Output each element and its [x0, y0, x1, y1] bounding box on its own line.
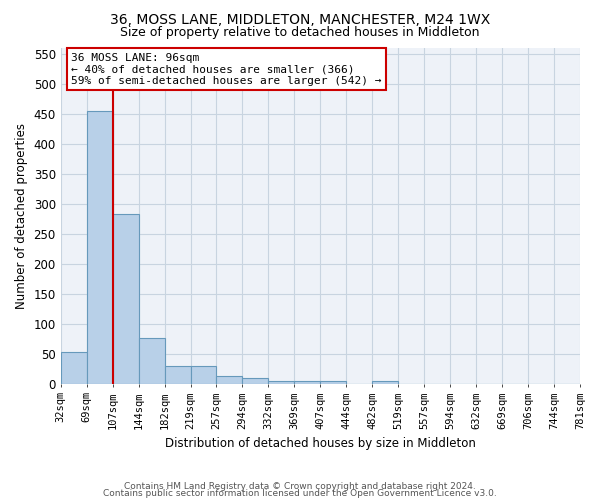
- Text: Contains HM Land Registry data © Crown copyright and database right 2024.: Contains HM Land Registry data © Crown c…: [124, 482, 476, 491]
- X-axis label: Distribution of detached houses by size in Middleton: Distribution of detached houses by size …: [165, 437, 476, 450]
- Bar: [372, 380, 398, 384]
- Text: 36 MOSS LANE: 96sqm
← 40% of detached houses are smaller (366)
59% of semi-detac: 36 MOSS LANE: 96sqm ← 40% of detached ho…: [71, 52, 382, 86]
- Bar: [139, 338, 164, 384]
- Y-axis label: Number of detached properties: Number of detached properties: [15, 122, 28, 308]
- Bar: [164, 366, 191, 384]
- Text: Contains public sector information licensed under the Open Government Licence v3: Contains public sector information licen…: [103, 489, 497, 498]
- Bar: [242, 378, 268, 384]
- Bar: [61, 352, 86, 384]
- Bar: [86, 110, 113, 384]
- Bar: [113, 214, 139, 384]
- Bar: [217, 376, 242, 384]
- Text: Size of property relative to detached houses in Middleton: Size of property relative to detached ho…: [120, 26, 480, 39]
- Bar: [268, 380, 295, 384]
- Bar: [320, 380, 346, 384]
- Bar: [295, 380, 320, 384]
- Text: 36, MOSS LANE, MIDDLETON, MANCHESTER, M24 1WX: 36, MOSS LANE, MIDDLETON, MANCHESTER, M2…: [110, 12, 490, 26]
- Bar: [191, 366, 217, 384]
